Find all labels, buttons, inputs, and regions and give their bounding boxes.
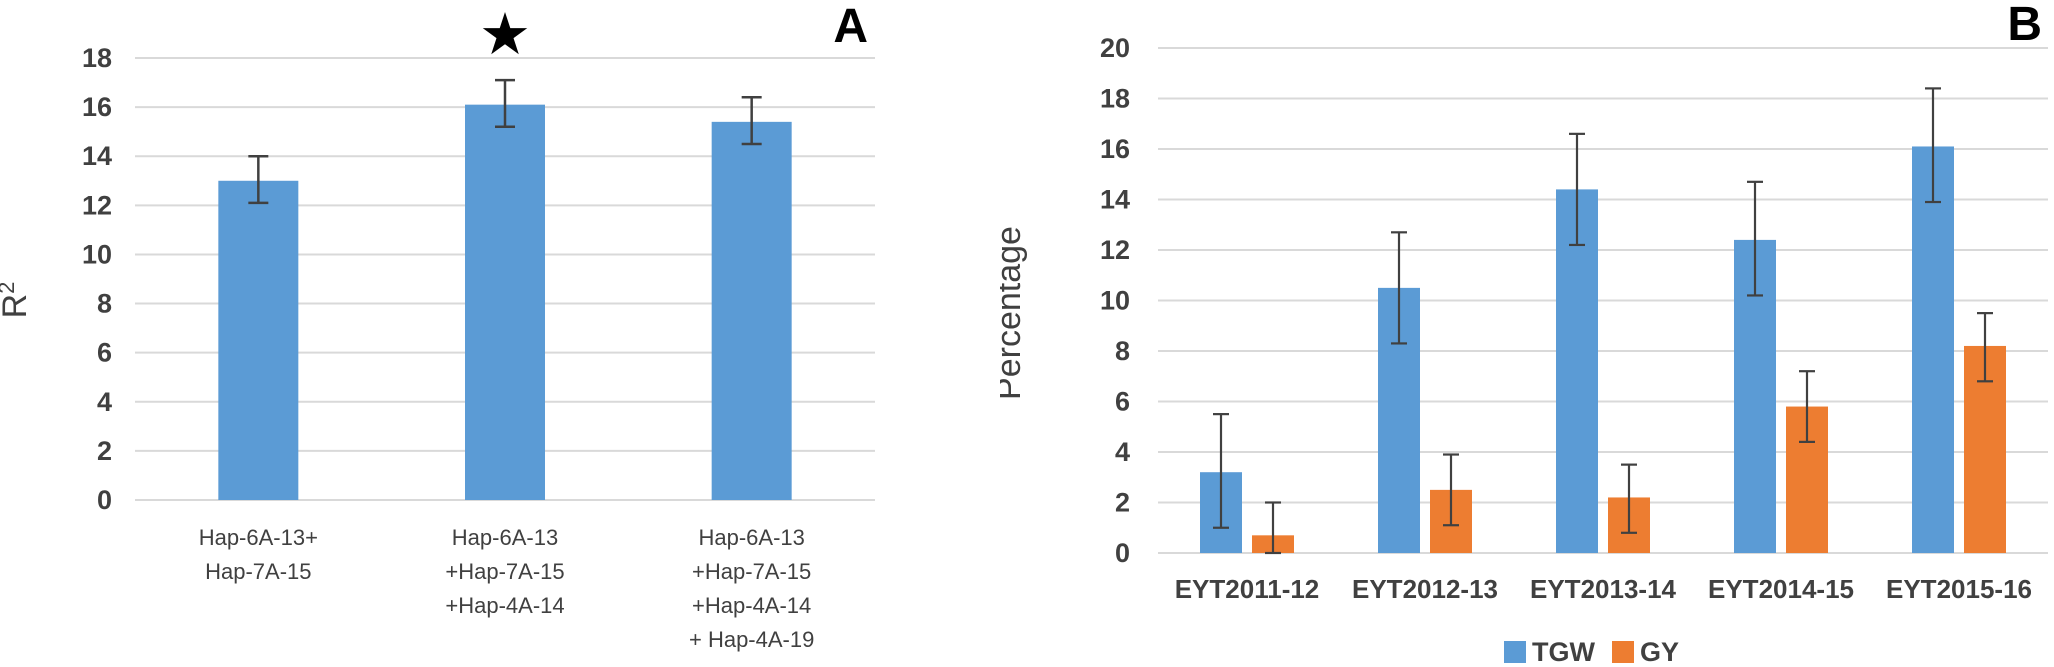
y-tick-label: 6 bbox=[1115, 387, 1130, 417]
legend-label-gy: GY bbox=[1640, 637, 1679, 667]
legend-swatch-tgw bbox=[1504, 641, 1526, 663]
y-tick-label: 2 bbox=[1115, 488, 1130, 518]
chart-b-svg: 0 2 4 6 8 10 12 14 16 18 20 EYT2011-12 EYT2012-13 EYT… bbox=[1000, 0, 2048, 667]
y-tick-label: 18 bbox=[1100, 84, 1130, 114]
x-category-label: Hap-6A-13 bbox=[452, 525, 558, 550]
bar-tgw-2 bbox=[1556, 189, 1598, 553]
y-tick-label: 8 bbox=[97, 289, 112, 319]
significance-star-icon: ★ bbox=[479, 2, 531, 67]
x-category-label: +Hap-4A-14 bbox=[445, 593, 564, 618]
x-category-label: +Hap-7A-15 bbox=[445, 559, 564, 584]
bar-r2-0 bbox=[218, 180, 299, 500]
bar-r2-2 bbox=[711, 121, 792, 500]
y-tick-label: 20 bbox=[1100, 33, 1130, 63]
y-tick-label: 10 bbox=[82, 239, 112, 269]
y-tick-label: 8 bbox=[1115, 336, 1130, 366]
x-category-label: Hap-6A-13+ bbox=[199, 525, 318, 550]
x-category-label: +Hap-7A-15 bbox=[692, 559, 811, 584]
x-category-label: EYT2012-13 bbox=[1352, 574, 1498, 604]
x-category-label: Hap-6A-13 bbox=[698, 525, 804, 550]
panel-letter: A bbox=[833, 0, 868, 53]
x-category-label: EYT2014-15 bbox=[1708, 574, 1854, 604]
y-tick-label: 2 bbox=[97, 436, 112, 466]
x-category-label: EYT2015-16 bbox=[1886, 574, 2032, 604]
y-tick-label: 0 bbox=[1115, 538, 1130, 568]
y-tick-label: 12 bbox=[1100, 235, 1130, 265]
y-tick-label: 0 bbox=[97, 485, 112, 515]
y-tick-label: 18 bbox=[82, 43, 112, 73]
panel-letter: B bbox=[2007, 0, 2042, 51]
y-tick-label: 4 bbox=[97, 387, 112, 417]
y-tick-label: 12 bbox=[82, 190, 112, 220]
y-tick-label: 16 bbox=[1100, 134, 1130, 164]
x-category-label: + Hap-4A-19 bbox=[689, 627, 814, 652]
y-tick-label: 10 bbox=[1100, 286, 1130, 316]
bar-tgw-4 bbox=[1912, 146, 1954, 553]
y-tick-label: 16 bbox=[82, 92, 112, 122]
y-tick-label: 14 bbox=[1100, 185, 1130, 215]
x-category-label: Hap-7A-15 bbox=[205, 559, 311, 584]
y-tick-label: 4 bbox=[1115, 437, 1130, 467]
x-category-label: EYT2013-14 bbox=[1530, 574, 1677, 604]
chart-panel-a: 0 2 4 6 8 10 12 14 16 18 Hap-6A-13+ Hap-7A-15 Hap-6A… bbox=[0, 0, 1000, 667]
x-category-label: EYT2011-12 bbox=[1175, 574, 1320, 604]
legend-label-tgw: TGW bbox=[1532, 637, 1595, 667]
y-tick-label: 14 bbox=[82, 141, 112, 171]
chart-a-svg: 024681012141618Hap-6A-13+Hap-7A-15Hap-6A… bbox=[0, 0, 875, 652]
y-axis-title: Percentage bbox=[1000, 226, 1028, 400]
x-category-label: +Hap-4A-14 bbox=[692, 593, 811, 618]
chart-panel-b: 0 2 4 6 8 10 12 14 16 18 20 EYT2011-12 EYT2012-13 EYT… bbox=[1000, 0, 2054, 667]
y-axis-title: R2 bbox=[0, 282, 34, 319]
y-tick-label: 6 bbox=[97, 338, 112, 368]
legend-swatch-gy bbox=[1612, 641, 1634, 663]
bar-r2-1 bbox=[465, 104, 545, 501]
y-axis-title-superscript: 2 bbox=[0, 282, 19, 294]
